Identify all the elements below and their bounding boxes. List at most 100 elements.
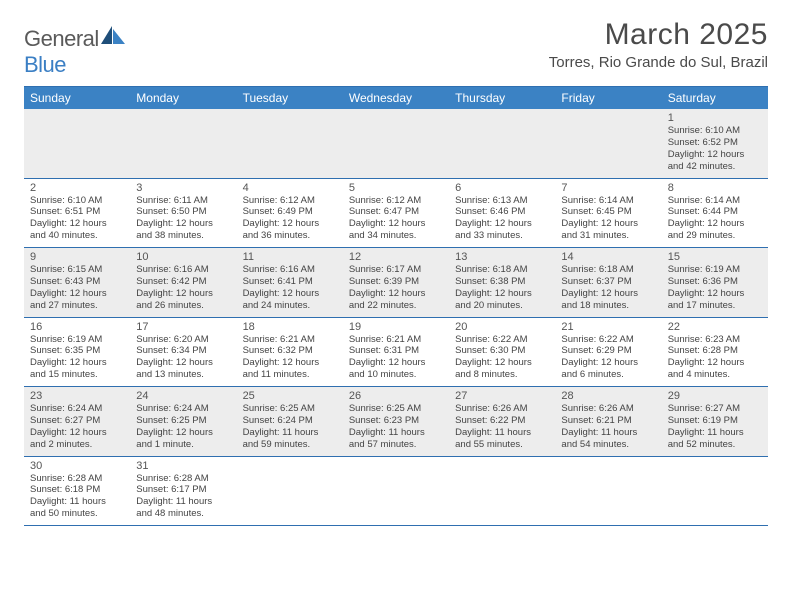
calendar-day: 14Sunrise: 6:18 AMSunset: 6:37 PMDayligh… bbox=[555, 248, 661, 317]
day-number: 11 bbox=[243, 251, 337, 263]
day-info: Sunrise: 6:27 AMSunset: 6:19 PMDaylight:… bbox=[668, 403, 762, 451]
calendar-day: 18Sunrise: 6:21 AMSunset: 6:32 PMDayligh… bbox=[237, 318, 343, 387]
header: GeneralBlue March 2025 Torres, Rio Grand… bbox=[24, 18, 768, 78]
day-header-cell: Friday bbox=[555, 87, 661, 109]
day-number: 7 bbox=[561, 182, 655, 194]
calendar-week: 30Sunrise: 6:28 AMSunset: 6:18 PMDayligh… bbox=[24, 457, 768, 527]
day-number: 10 bbox=[136, 251, 230, 263]
calendar-day: 30Sunrise: 6:28 AMSunset: 6:18 PMDayligh… bbox=[24, 457, 130, 526]
day-info: Sunrise: 6:10 AMSunset: 6:52 PMDaylight:… bbox=[668, 125, 762, 173]
day-number: 24 bbox=[136, 390, 230, 402]
day-number: 14 bbox=[561, 251, 655, 263]
day-info: Sunrise: 6:13 AMSunset: 6:46 PMDaylight:… bbox=[455, 195, 549, 243]
day-info: Sunrise: 6:24 AMSunset: 6:27 PMDaylight:… bbox=[30, 403, 124, 451]
day-number: 30 bbox=[30, 460, 124, 472]
day-info: Sunrise: 6:14 AMSunset: 6:44 PMDaylight:… bbox=[668, 195, 762, 243]
calendar-week: 9Sunrise: 6:15 AMSunset: 6:43 PMDaylight… bbox=[24, 248, 768, 318]
calendar-empty bbox=[237, 109, 343, 178]
day-header-cell: Thursday bbox=[449, 87, 555, 109]
calendar-day: 9Sunrise: 6:15 AMSunset: 6:43 PMDaylight… bbox=[24, 248, 130, 317]
calendar-week: 2Sunrise: 6:10 AMSunset: 6:51 PMDaylight… bbox=[24, 179, 768, 249]
day-number: 27 bbox=[455, 390, 549, 402]
day-info: Sunrise: 6:22 AMSunset: 6:29 PMDaylight:… bbox=[561, 334, 655, 382]
calendar-day: 7Sunrise: 6:14 AMSunset: 6:45 PMDaylight… bbox=[555, 179, 661, 248]
day-header-cell: Monday bbox=[130, 87, 236, 109]
calendar-empty bbox=[343, 457, 449, 526]
calendar-day: 27Sunrise: 6:26 AMSunset: 6:22 PMDayligh… bbox=[449, 387, 555, 456]
calendar: SundayMondayTuesdayWednesdayThursdayFrid… bbox=[24, 86, 768, 526]
day-info: Sunrise: 6:24 AMSunset: 6:25 PMDaylight:… bbox=[136, 403, 230, 451]
day-info: Sunrise: 6:12 AMSunset: 6:49 PMDaylight:… bbox=[243, 195, 337, 243]
day-info: Sunrise: 6:11 AMSunset: 6:50 PMDaylight:… bbox=[136, 195, 230, 243]
calendar-day: 15Sunrise: 6:19 AMSunset: 6:36 PMDayligh… bbox=[662, 248, 768, 317]
day-info: Sunrise: 6:28 AMSunset: 6:18 PMDaylight:… bbox=[30, 473, 124, 521]
sail-icon bbox=[101, 26, 127, 52]
calendar-empty bbox=[662, 457, 768, 526]
day-number: 19 bbox=[349, 321, 443, 333]
calendar-day: 2Sunrise: 6:10 AMSunset: 6:51 PMDaylight… bbox=[24, 179, 130, 248]
day-info: Sunrise: 6:12 AMSunset: 6:47 PMDaylight:… bbox=[349, 195, 443, 243]
calendar-day: 23Sunrise: 6:24 AMSunset: 6:27 PMDayligh… bbox=[24, 387, 130, 456]
day-info: Sunrise: 6:22 AMSunset: 6:30 PMDaylight:… bbox=[455, 334, 549, 382]
calendar-day: 4Sunrise: 6:12 AMSunset: 6:49 PMDaylight… bbox=[237, 179, 343, 248]
day-header-cell: Wednesday bbox=[343, 87, 449, 109]
day-header-cell: Tuesday bbox=[237, 87, 343, 109]
calendar-day: 16Sunrise: 6:19 AMSunset: 6:35 PMDayligh… bbox=[24, 318, 130, 387]
day-info: Sunrise: 6:25 AMSunset: 6:23 PMDaylight:… bbox=[349, 403, 443, 451]
calendar-day: 12Sunrise: 6:17 AMSunset: 6:39 PMDayligh… bbox=[343, 248, 449, 317]
calendar-day: 11Sunrise: 6:16 AMSunset: 6:41 PMDayligh… bbox=[237, 248, 343, 317]
calendar-day: 5Sunrise: 6:12 AMSunset: 6:47 PMDaylight… bbox=[343, 179, 449, 248]
day-info: Sunrise: 6:18 AMSunset: 6:37 PMDaylight:… bbox=[561, 264, 655, 312]
calendar-day: 24Sunrise: 6:24 AMSunset: 6:25 PMDayligh… bbox=[130, 387, 236, 456]
calendar-empty bbox=[237, 457, 343, 526]
calendar-day: 10Sunrise: 6:16 AMSunset: 6:42 PMDayligh… bbox=[130, 248, 236, 317]
calendar-day: 13Sunrise: 6:18 AMSunset: 6:38 PMDayligh… bbox=[449, 248, 555, 317]
day-number: 17 bbox=[136, 321, 230, 333]
day-number: 2 bbox=[30, 182, 124, 194]
day-info: Sunrise: 6:19 AMSunset: 6:35 PMDaylight:… bbox=[30, 334, 124, 382]
day-info: Sunrise: 6:25 AMSunset: 6:24 PMDaylight:… bbox=[243, 403, 337, 451]
calendar-day: 31Sunrise: 6:28 AMSunset: 6:17 PMDayligh… bbox=[130, 457, 236, 526]
day-number: 22 bbox=[668, 321, 762, 333]
calendar-day: 26Sunrise: 6:25 AMSunset: 6:23 PMDayligh… bbox=[343, 387, 449, 456]
page-title: March 2025 bbox=[549, 18, 768, 52]
day-info: Sunrise: 6:23 AMSunset: 6:28 PMDaylight:… bbox=[668, 334, 762, 382]
calendar-day: 6Sunrise: 6:13 AMSunset: 6:46 PMDaylight… bbox=[449, 179, 555, 248]
brand-part2: Blue bbox=[24, 52, 66, 77]
brand-logo: GeneralBlue bbox=[24, 26, 127, 78]
day-number: 12 bbox=[349, 251, 443, 263]
day-header-row: SundayMondayTuesdayWednesdayThursdayFrid… bbox=[24, 87, 768, 109]
day-number: 21 bbox=[561, 321, 655, 333]
day-number: 18 bbox=[243, 321, 337, 333]
day-number: 6 bbox=[455, 182, 549, 194]
day-number: 5 bbox=[349, 182, 443, 194]
calendar-day: 17Sunrise: 6:20 AMSunset: 6:34 PMDayligh… bbox=[130, 318, 236, 387]
day-number: 8 bbox=[668, 182, 762, 194]
brand-part1: General bbox=[24, 26, 99, 51]
day-number: 15 bbox=[668, 251, 762, 263]
day-info: Sunrise: 6:21 AMSunset: 6:31 PMDaylight:… bbox=[349, 334, 443, 382]
day-number: 4 bbox=[243, 182, 337, 194]
day-number: 28 bbox=[561, 390, 655, 402]
calendar-day: 1Sunrise: 6:10 AMSunset: 6:52 PMDaylight… bbox=[662, 109, 768, 178]
day-number: 23 bbox=[30, 390, 124, 402]
day-info: Sunrise: 6:28 AMSunset: 6:17 PMDaylight:… bbox=[136, 473, 230, 521]
day-info: Sunrise: 6:18 AMSunset: 6:38 PMDaylight:… bbox=[455, 264, 549, 312]
calendar-empty bbox=[24, 109, 130, 178]
calendar-day: 3Sunrise: 6:11 AMSunset: 6:50 PMDaylight… bbox=[130, 179, 236, 248]
day-info: Sunrise: 6:19 AMSunset: 6:36 PMDaylight:… bbox=[668, 264, 762, 312]
calendar-empty bbox=[555, 109, 661, 178]
day-info: Sunrise: 6:17 AMSunset: 6:39 PMDaylight:… bbox=[349, 264, 443, 312]
day-number: 26 bbox=[349, 390, 443, 402]
day-number: 1 bbox=[668, 112, 762, 124]
day-number: 13 bbox=[455, 251, 549, 263]
day-info: Sunrise: 6:14 AMSunset: 6:45 PMDaylight:… bbox=[561, 195, 655, 243]
calendar-day: 28Sunrise: 6:26 AMSunset: 6:21 PMDayligh… bbox=[555, 387, 661, 456]
day-number: 25 bbox=[243, 390, 337, 402]
calendar-day: 20Sunrise: 6:22 AMSunset: 6:30 PMDayligh… bbox=[449, 318, 555, 387]
day-number: 31 bbox=[136, 460, 230, 472]
day-info: Sunrise: 6:16 AMSunset: 6:41 PMDaylight:… bbox=[243, 264, 337, 312]
day-info: Sunrise: 6:16 AMSunset: 6:42 PMDaylight:… bbox=[136, 264, 230, 312]
day-number: 9 bbox=[30, 251, 124, 263]
day-info: Sunrise: 6:20 AMSunset: 6:34 PMDaylight:… bbox=[136, 334, 230, 382]
